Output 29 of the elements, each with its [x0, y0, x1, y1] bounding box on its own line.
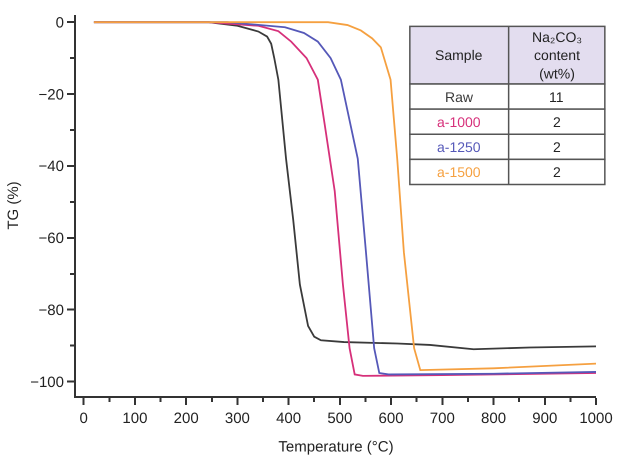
- text: a-1500: [437, 164, 481, 180]
- x-tick-label: 600: [378, 410, 404, 427]
- x-tick-label: 1000: [579, 410, 613, 427]
- annotation: 2: [553, 114, 561, 130]
- annotation: 2: [553, 139, 561, 155]
- y-axis-title: TG (%): [4, 181, 22, 230]
- x-tick-label: 800: [481, 410, 506, 427]
- x-axis-title: Temperature (°C): [278, 438, 394, 456]
- x-tick-label: 0: [80, 410, 88, 427]
- x-tick-label: 400: [276, 410, 302, 427]
- text: Raw: [445, 89, 474, 105]
- x-tick-label: 200: [174, 410, 199, 427]
- annotation: Sample: [435, 47, 483, 63]
- text: a-1000: [437, 114, 481, 130]
- y-tick-label: 0: [56, 14, 64, 32]
- x-tick-label: 500: [327, 410, 352, 427]
- x-tick-label: 300: [224, 410, 250, 427]
- y-tick-label: −60: [38, 230, 64, 248]
- y-tick-label: −20: [38, 86, 64, 104]
- x-tick-label: 700: [430, 410, 455, 427]
- y-tick-label: −100: [30, 374, 64, 391]
- annotation: 2: [553, 164, 561, 180]
- x-tick-label: 900: [532, 410, 558, 427]
- text: a-1250: [437, 139, 481, 155]
- y-tick-label: −40: [38, 158, 64, 176]
- annotation: Na₂CO₃ content (wt%): [532, 29, 582, 82]
- y-tick-label: −80: [38, 302, 64, 319]
- x-tick-label: 100: [122, 410, 148, 427]
- annotation: 11: [549, 89, 564, 105]
